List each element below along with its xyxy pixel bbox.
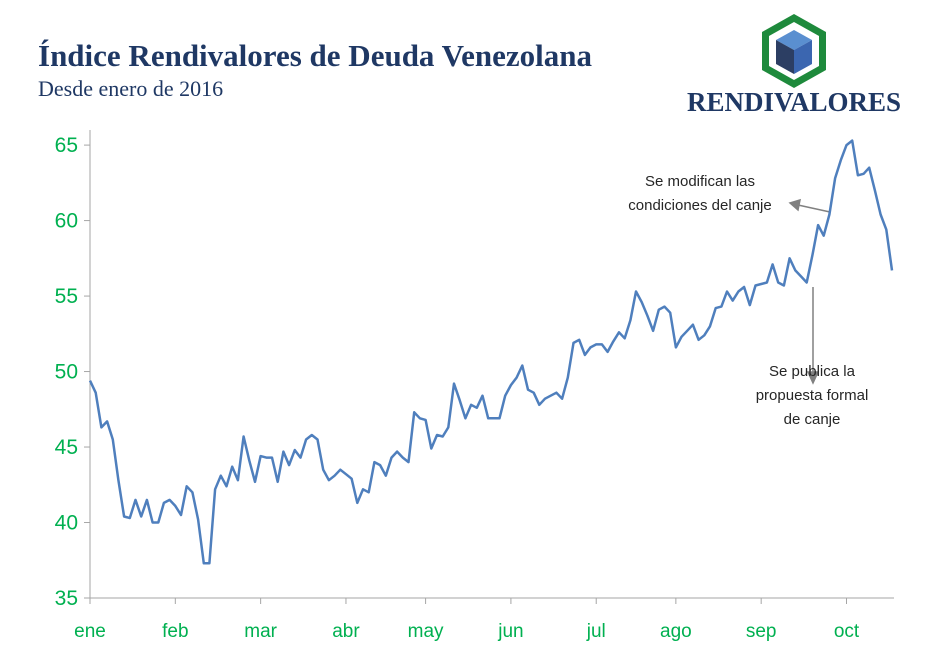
y-tick-label: 60: [55, 210, 78, 233]
logo-icon: [762, 14, 826, 88]
x-tick-label: ene: [74, 621, 106, 642]
chart-title: Índice Rendivalores de Deuda Venezolana: [38, 38, 593, 73]
y-tick-label: 55: [55, 285, 78, 308]
x-tick-label: ago: [660, 621, 692, 642]
annotation: propuesta formal: [756, 387, 869, 404]
y-tick-label: 45: [55, 436, 78, 459]
x-tick-label: jun: [497, 621, 523, 642]
x-tick-label: feb: [162, 621, 188, 642]
x-tick-label: mar: [244, 621, 277, 642]
x-tick-label: jul: [586, 621, 606, 642]
annotation: Se publica la: [769, 363, 856, 380]
x-tick-label: sep: [746, 621, 777, 642]
data-line: [88, 139, 894, 565]
y-tick-label: 50: [55, 361, 78, 384]
chart-subtitle: Desde enero de 2016: [38, 76, 223, 101]
x-tick-label: oct: [834, 621, 860, 642]
x-tick-label: abr: [332, 621, 360, 642]
y-tick-label: 40: [55, 512, 78, 535]
x-tick-label: may: [408, 621, 444, 642]
y-tick-label: 65: [55, 134, 78, 157]
annotation-arrows: [788, 198, 831, 385]
annotation: de canje: [784, 411, 841, 428]
y-tick-label: 35: [55, 587, 78, 610]
annotation: Se modifican las: [645, 173, 755, 190]
logo-text: RENDIVALORES: [687, 87, 901, 117]
annotation: condiciones del canje: [628, 197, 771, 214]
